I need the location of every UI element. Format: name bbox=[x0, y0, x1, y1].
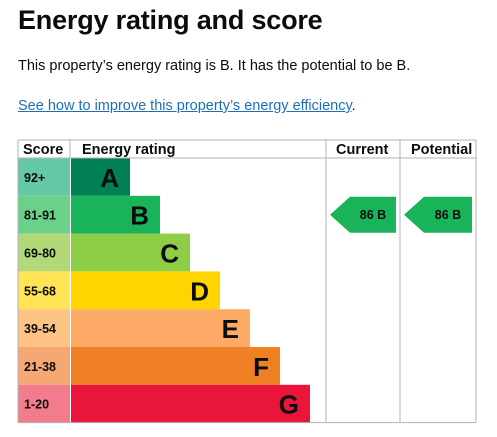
rating-bar-a bbox=[71, 158, 130, 196]
score-label-f: 21-38 bbox=[24, 360, 56, 374]
rating-arrows: 86 B 86 B bbox=[330, 196, 472, 233]
rating-summary: This property’s energy rating is B. It h… bbox=[18, 58, 411, 74]
link-suffix: . bbox=[351, 98, 356, 114]
score-cell-f bbox=[18, 347, 70, 385]
score-label-b: 81-91 bbox=[24, 209, 56, 223]
potential-rating-arrow bbox=[404, 196, 472, 233]
current-header: Current bbox=[336, 142, 389, 158]
score-cell-c bbox=[18, 233, 70, 272]
rating-bar-e bbox=[71, 309, 250, 347]
score-cell-a bbox=[18, 158, 70, 196]
rating-bar-c bbox=[71, 233, 190, 272]
rating-bar-f bbox=[71, 347, 280, 385]
current-rating-label: 86 B bbox=[360, 208, 386, 222]
rating-bar-d bbox=[71, 271, 220, 310]
potential-header: Potential bbox=[411, 142, 472, 158]
score-label-d: 55-68 bbox=[24, 284, 56, 298]
score-header: Score bbox=[23, 142, 63, 158]
energy-rating-header: Energy rating bbox=[82, 142, 175, 158]
score-cell-d bbox=[18, 271, 70, 310]
rating-bar-g bbox=[71, 384, 310, 423]
score-cell-e bbox=[18, 309, 70, 347]
improve-link-line: See how to improve this property’s energ… bbox=[18, 98, 356, 114]
rating-letter-e: E bbox=[222, 314, 239, 344]
rating-letter-b: B bbox=[130, 201, 149, 231]
score-label-e: 39-54 bbox=[24, 322, 56, 336]
rating-letter-a: A bbox=[100, 163, 119, 193]
score-label-a: 92+ bbox=[24, 171, 45, 185]
page-title: Energy rating and score bbox=[18, 5, 323, 35]
rating-letter-f: F bbox=[253, 352, 269, 382]
score-label-g: 1-20 bbox=[24, 398, 49, 412]
score-cell-b bbox=[18, 195, 70, 234]
rating-letter-c: C bbox=[160, 239, 179, 269]
improve-energy-efficiency-link[interactable]: See how to improve this property’s energ… bbox=[18, 98, 352, 114]
score-cell-g bbox=[18, 384, 70, 423]
current-rating-arrow bbox=[330, 196, 396, 233]
rating-bands: 92+ A 81-91 B 69-80 C 55-68 D 39-54 E 21-38 F 1-20 G bbox=[18, 158, 310, 423]
rating-bar-b bbox=[71, 195, 160, 234]
table-grid bbox=[17, 139, 477, 424]
potential-rating-label: 86 B bbox=[435, 208, 461, 222]
score-label-c: 69-80 bbox=[24, 247, 56, 261]
rating-letter-g: G bbox=[279, 390, 299, 420]
rating-letter-d: D bbox=[190, 276, 209, 306]
